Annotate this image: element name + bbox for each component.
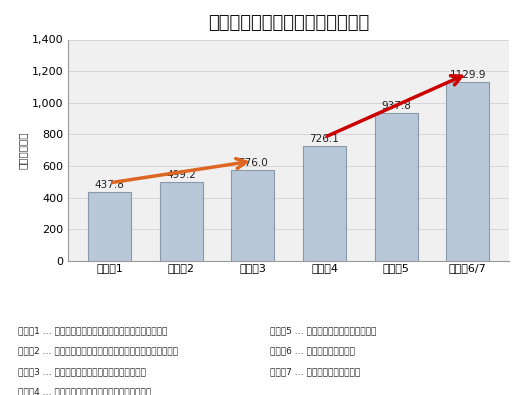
- Text: 499.2: 499.2: [166, 170, 196, 180]
- Text: レベル4 … 部下を指導できるチームリーダーレベル: レベル4 … 部下を指導できるチームリーダーレベル: [18, 387, 152, 395]
- Text: レベル3 … 独立して仕事ができる中堅人材レベル: レベル3 … 独立して仕事ができる中堅人材レベル: [18, 367, 146, 376]
- Text: レベル6 … 国内で著名なレベル: レベル6 … 国内で著名なレベル: [270, 346, 355, 356]
- Bar: [303, 146, 346, 261]
- Text: 937.8: 937.8: [381, 101, 411, 111]
- Text: レベル2 … 上位者の指導のもとに仕事ができる若手人材レベル: レベル2 … 上位者の指導のもとに仕事ができる若手人材レベル: [18, 346, 179, 356]
- Text: 437.8: 437.8: [95, 180, 125, 190]
- Bar: [375, 113, 417, 261]
- Bar: [160, 182, 203, 261]
- Bar: [88, 192, 131, 261]
- Title: スキル標準レベル別の年収の平均: スキル標準レベル別の年収の平均: [208, 14, 370, 32]
- Text: 576.0: 576.0: [238, 158, 268, 168]
- Bar: [446, 82, 489, 261]
- Bar: [232, 170, 275, 261]
- Text: レベル1 … 新人・初級者レベル／仕事に慣れ始めたレベル: レベル1 … 新人・初級者レベル／仕事に慣れ始めたレベル: [18, 326, 168, 335]
- Y-axis label: 年収（万円）: 年収（万円）: [18, 132, 28, 169]
- Text: 1129.9: 1129.9: [449, 70, 486, 80]
- Text: レベル5 … 社内での指導者・幹部レベル: レベル5 … 社内での指導者・幹部レベル: [270, 326, 377, 335]
- Text: 726.1: 726.1: [310, 134, 340, 144]
- Text: レベル7 … 国際的に著名なレベル: レベル7 … 国際的に著名なレベル: [270, 367, 361, 376]
